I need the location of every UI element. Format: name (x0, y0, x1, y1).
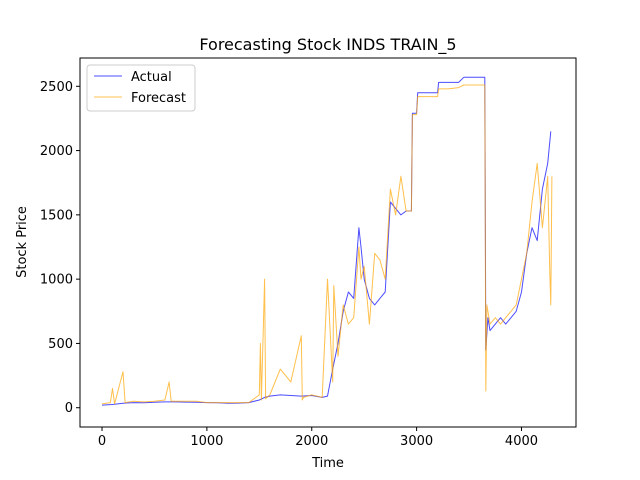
x-tick-label: 3000 (400, 434, 433, 449)
legend-label-forecast: Forecast (131, 91, 186, 106)
y-tick-label: 2500 (40, 80, 73, 95)
y-tick-label: 1000 (40, 273, 73, 288)
y-axis: 0 500 1000 1500 2000 2500 (40, 80, 80, 416)
y-axis-title: Stock Price (15, 206, 30, 278)
y-tick-label: 1500 (40, 208, 73, 223)
y-tick-label: 2000 (40, 144, 73, 159)
x-tick-label: 2000 (295, 434, 328, 449)
legend: Actual Forecast (86, 64, 196, 112)
y-tick-label: 0 (65, 401, 73, 416)
plot-frame (79, 57, 577, 428)
plot-series (101, 76, 553, 406)
x-axis-title: Time (311, 456, 344, 471)
x-axis: 0 1000 2000 3000 4000 (98, 427, 538, 449)
x-tick-label: 0 (98, 434, 106, 449)
legend-label-actual: Actual (131, 70, 172, 85)
series-line-forecast (101, 84, 553, 405)
y-tick-label: 500 (48, 337, 73, 352)
x-tick-label: 1000 (190, 434, 223, 449)
x-tick-label: 4000 (505, 434, 538, 449)
chart-title: Forecasting Stock INDS TRAIN_5 (199, 35, 456, 55)
